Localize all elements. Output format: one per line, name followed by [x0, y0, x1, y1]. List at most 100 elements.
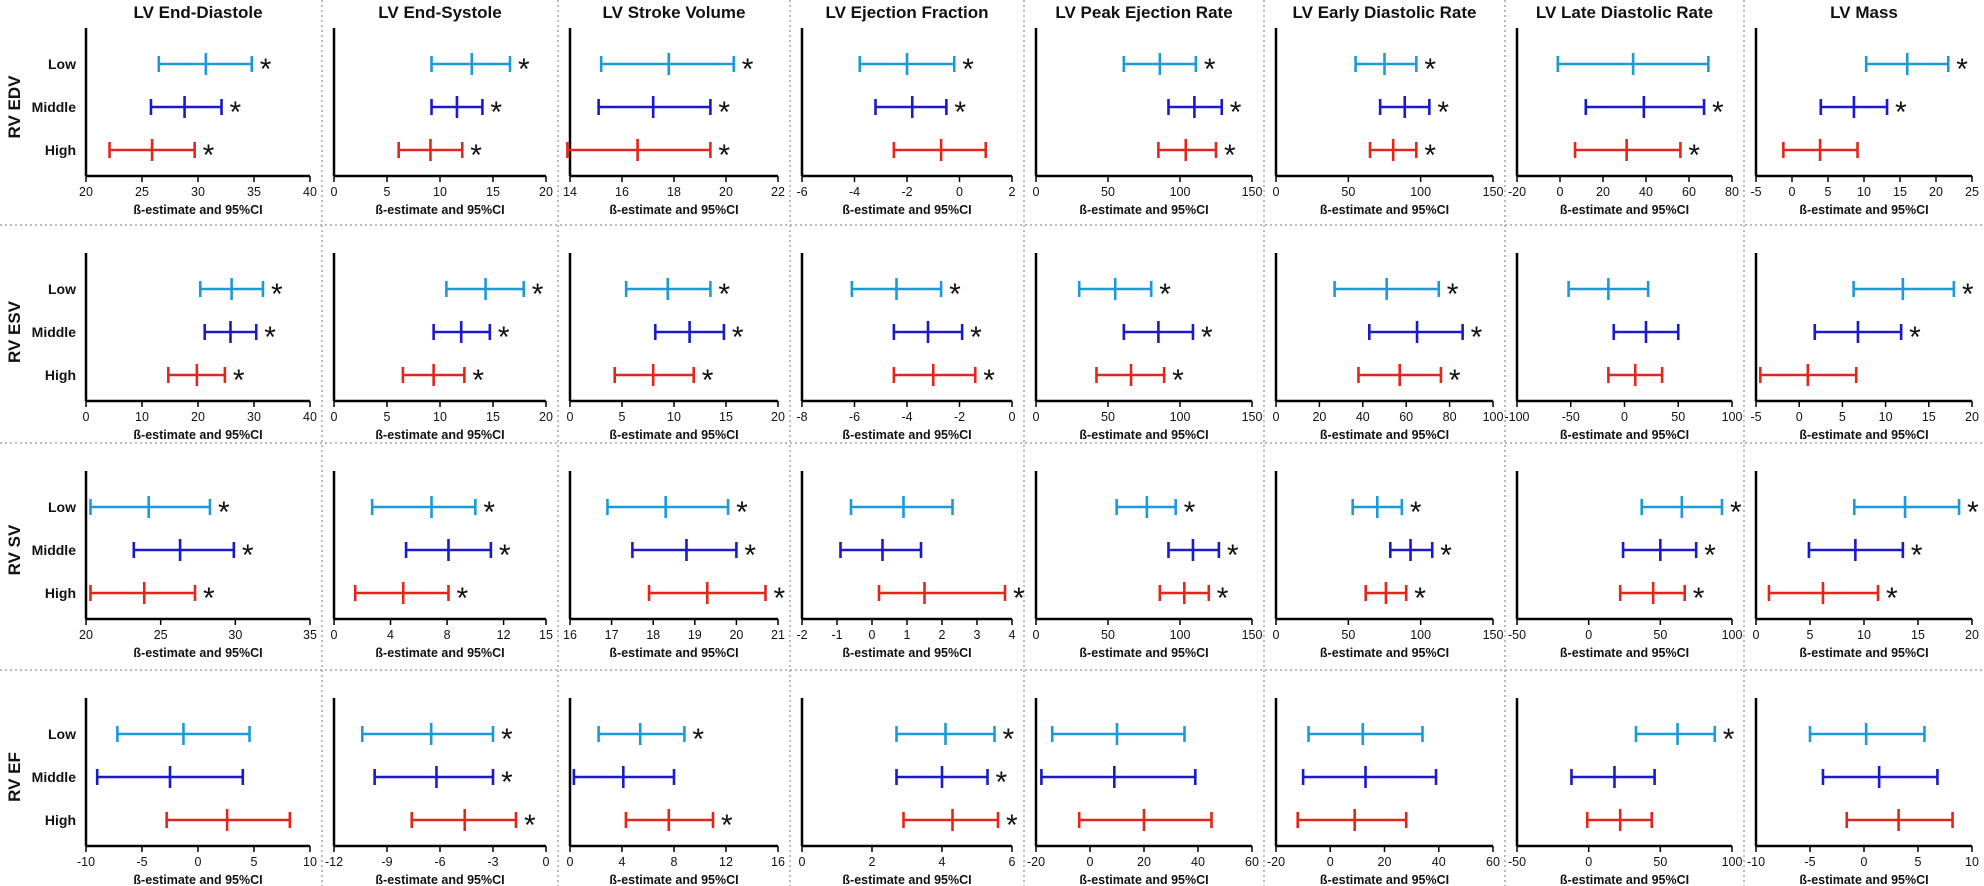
x-tick-label: 18 — [667, 185, 681, 199]
x-tick-label: -50 — [1562, 410, 1580, 424]
significance-star: * — [702, 364, 714, 397]
x-tick-label: 0 — [1861, 855, 1868, 869]
x-tick-label: 0 — [543, 855, 550, 869]
x-tick-label: 0 — [1087, 855, 1094, 869]
significance-star: * — [203, 582, 215, 615]
significance-star: * — [1227, 539, 1239, 572]
x-tick-label: 100 — [1483, 410, 1504, 424]
significance-star: * — [242, 539, 254, 572]
significance-star: * — [1230, 96, 1242, 129]
x-tick-label: 4 — [1009, 628, 1016, 642]
x-tick-label: 60 — [1245, 855, 1259, 869]
x-tick-label: 15 — [1893, 185, 1907, 199]
x-tick-label: -6 — [849, 410, 860, 424]
x-tick-label: 2 — [1009, 185, 1016, 199]
x-tick-label: -100 — [1504, 410, 1529, 424]
x-tick-label: 50 — [1341, 628, 1355, 642]
x-tick-label: 10 — [1857, 185, 1871, 199]
x-axis-label: ß-estimate and 95%CI — [842, 873, 971, 886]
x-tick-label: 19 — [688, 628, 702, 642]
significance-star: * — [1471, 321, 1483, 354]
x-axis-label: ß-estimate and 95%CI — [375, 646, 504, 660]
x-tick-label: 0 — [1273, 410, 1280, 424]
column-title: LV Early Diastolic Rate — [1293, 3, 1477, 22]
x-tick-label: 0 — [331, 185, 338, 199]
group-label-low: Low — [48, 281, 76, 297]
significance-star: * — [721, 809, 733, 842]
significance-star: * — [718, 96, 730, 129]
x-tick-label: 0 — [1033, 410, 1040, 424]
x-tick-label: 5 — [384, 410, 391, 424]
significance-star: * — [1172, 364, 1184, 397]
x-tick-label: 50 — [1653, 628, 1667, 642]
x-axis-label: ß-estimate and 95%CI — [1560, 203, 1689, 217]
x-tick-label: 10 — [433, 185, 447, 199]
x-tick-label: 80 — [1443, 410, 1457, 424]
significance-star: * — [1911, 539, 1923, 572]
x-tick-label: 6 — [1009, 855, 1016, 869]
group-label-middle: Middle — [32, 99, 77, 115]
x-tick-label: -5 — [1750, 185, 1761, 199]
x-tick-label: -3 — [487, 855, 498, 869]
group-label-middle: Middle — [32, 542, 77, 558]
significance-star: * — [970, 321, 982, 354]
significance-star: * — [1440, 539, 1452, 572]
x-tick-label: 0 — [1273, 628, 1280, 642]
x-tick-label: -10 — [77, 855, 95, 869]
x-tick-label: 16 — [615, 185, 629, 199]
x-tick-label: 0 — [1327, 855, 1334, 869]
significance-star: * — [233, 364, 245, 397]
significance-star: * — [1006, 809, 1018, 842]
x-axis-label: ß-estimate and 95%CI — [1320, 873, 1449, 886]
x-tick-label: 8 — [444, 628, 451, 642]
x-tick-label: 0 — [83, 410, 90, 424]
significance-star: * — [1449, 364, 1461, 397]
x-tick-label: 20 — [1596, 185, 1610, 199]
x-tick-label: 20 — [539, 185, 553, 199]
significance-star: * — [1424, 139, 1436, 172]
significance-star: * — [1204, 53, 1216, 86]
group-label-middle: Middle — [32, 769, 77, 785]
x-tick-label: 18 — [646, 628, 660, 642]
x-tick-label: -8 — [796, 410, 807, 424]
x-tick-label: 4 — [939, 855, 946, 869]
group-label-high: High — [45, 812, 76, 828]
x-tick-label: 5 — [619, 410, 626, 424]
x-tick-label: -2 — [901, 185, 912, 199]
x-axis-label: ß-estimate and 95%CI — [1320, 203, 1449, 217]
significance-star: * — [949, 278, 961, 311]
x-tick-label: 16 — [771, 855, 785, 869]
x-tick-label: -6 — [796, 185, 807, 199]
x-tick-label: -9 — [381, 855, 392, 869]
significance-star: * — [718, 139, 730, 172]
x-tick-label: 40 — [1356, 410, 1370, 424]
significance-star: * — [264, 321, 276, 354]
x-tick-label: 40 — [1639, 185, 1653, 199]
x-tick-label: 17 — [605, 628, 619, 642]
x-tick-label: 150 — [1483, 628, 1504, 642]
significance-star: * — [218, 496, 230, 529]
x-tick-label: 60 — [1486, 855, 1500, 869]
x-tick-label: 20 — [1137, 855, 1151, 869]
x-tick-label: 0 — [1033, 185, 1040, 199]
x-tick-label: -5 — [1804, 855, 1815, 869]
significance-star: * — [1414, 582, 1426, 615]
x-axis-label: ß-estimate and 95%CI — [375, 203, 504, 217]
x-tick-label: 60 — [1399, 410, 1413, 424]
x-tick-label: 50 — [1671, 410, 1685, 424]
x-tick-label: 15 — [719, 410, 733, 424]
x-tick-label: 50 — [1341, 185, 1355, 199]
group-label-middle: Middle — [32, 324, 77, 340]
significance-star: * — [718, 278, 730, 311]
significance-star: * — [1688, 139, 1700, 172]
x-tick-label: -5 — [136, 855, 147, 869]
x-tick-label: 2 — [869, 855, 876, 869]
x-tick-label: 100 — [1722, 410, 1743, 424]
row-title: RV EDV — [5, 75, 24, 139]
x-tick-label: 0 — [1789, 185, 1796, 199]
x-tick-label: 30 — [228, 628, 242, 642]
significance-star: * — [1410, 496, 1422, 529]
x-tick-label: -10 — [1747, 855, 1765, 869]
x-tick-label: 0 — [956, 185, 963, 199]
